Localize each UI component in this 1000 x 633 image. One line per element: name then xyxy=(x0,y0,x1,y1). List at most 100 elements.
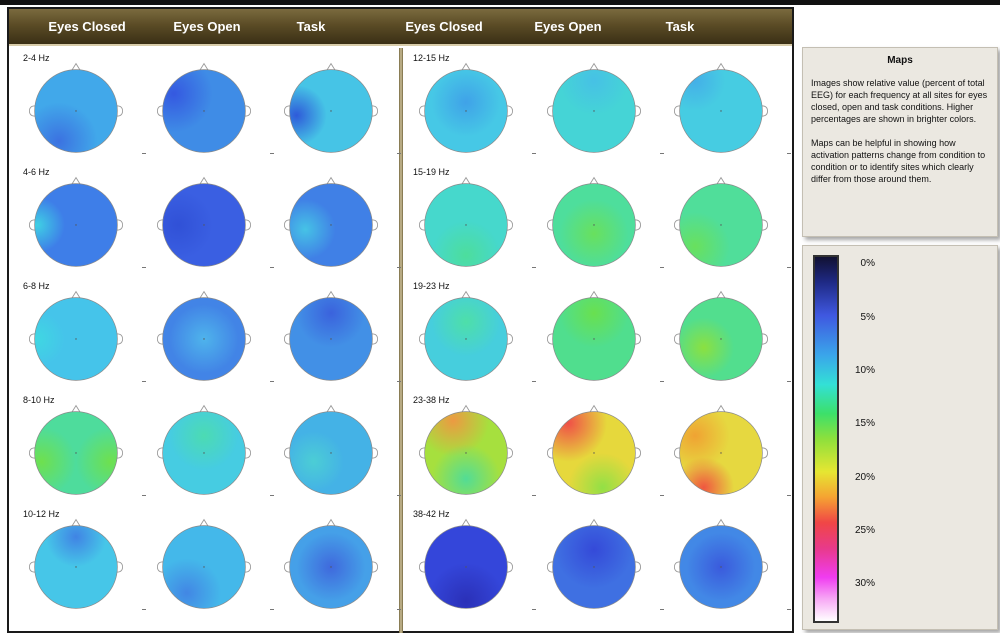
right-ear-mark xyxy=(116,447,123,459)
nose-mark xyxy=(589,176,599,185)
header-eyes-closed-right: Eyes Closed xyxy=(405,19,483,34)
nose-mark xyxy=(199,176,209,185)
center-dot xyxy=(75,452,77,454)
head-outline xyxy=(162,69,246,153)
nose-mark xyxy=(71,290,81,299)
head-outline xyxy=(424,411,508,495)
header-task-left: Task xyxy=(296,19,326,34)
left-ear-mark xyxy=(29,219,36,231)
left-ear-mark xyxy=(419,561,426,573)
map-cell xyxy=(659,167,791,279)
head-outline xyxy=(679,69,763,153)
left-ear-mark xyxy=(547,219,554,231)
header-eyes-open-left: Eyes Open xyxy=(173,19,241,34)
center-dot xyxy=(465,110,467,112)
cell-tick xyxy=(532,153,536,154)
head-outline xyxy=(34,297,118,381)
cell-tick xyxy=(397,267,401,268)
topographic-head-map xyxy=(157,404,251,495)
right-ear-mark xyxy=(116,333,123,345)
left-ear-mark xyxy=(674,447,681,459)
map-cell: 23-38 Hz xyxy=(404,395,536,507)
center-dot xyxy=(203,566,205,568)
topographic-head-map xyxy=(419,290,513,381)
head-outline xyxy=(552,525,636,609)
nose-mark xyxy=(199,62,209,71)
cell-tick xyxy=(787,609,791,610)
head-outline xyxy=(162,411,246,495)
map-cell: 38-42 Hz xyxy=(404,509,536,621)
map-cell xyxy=(269,395,401,507)
left-ear-mark xyxy=(674,561,681,573)
topographic-head-map xyxy=(29,404,123,495)
topographic-head-map xyxy=(547,176,641,267)
nose-mark xyxy=(716,290,726,299)
left-ear-mark xyxy=(284,333,291,345)
right-ear-mark xyxy=(506,333,513,345)
head-outline xyxy=(424,69,508,153)
right-ear-mark xyxy=(634,105,641,117)
topographic-head-map xyxy=(157,518,251,609)
map-cell xyxy=(269,167,401,279)
center-dot xyxy=(593,224,595,226)
center-dot xyxy=(465,566,467,568)
cell-tick xyxy=(532,267,536,268)
right-ear-mark xyxy=(244,447,251,459)
cell-tick xyxy=(270,153,274,154)
topographic-head-map xyxy=(674,518,768,609)
nose-mark xyxy=(199,518,209,527)
map-cell xyxy=(142,53,274,165)
frequency-label: 4-6 Hz xyxy=(23,167,50,177)
nose-mark xyxy=(461,518,471,527)
frequency-label: 8-10 Hz xyxy=(23,395,55,405)
right-ear-mark xyxy=(506,447,513,459)
topographic-head-map xyxy=(419,176,513,267)
center-dot xyxy=(593,566,595,568)
right-ear-mark xyxy=(761,105,768,117)
topographic-head-map xyxy=(547,290,641,381)
center-dot xyxy=(203,338,205,340)
nose-mark xyxy=(71,176,81,185)
center-dot xyxy=(330,566,332,568)
center-dot xyxy=(720,566,722,568)
left-ear-mark xyxy=(674,105,681,117)
nose-mark xyxy=(589,62,599,71)
nose-mark xyxy=(199,404,209,413)
map-cell: 2-4 Hz xyxy=(14,53,146,165)
left-ear-mark xyxy=(674,333,681,345)
center-dot xyxy=(75,224,77,226)
center-dot xyxy=(593,338,595,340)
color-scale-legend: 0% 5% 10% 15% 20% 25% 30% xyxy=(802,245,998,630)
frequency-label: 12-15 Hz xyxy=(413,53,450,63)
left-ear-mark xyxy=(284,219,291,231)
center-dot xyxy=(203,452,205,454)
map-cell xyxy=(659,395,791,507)
center-dot xyxy=(720,338,722,340)
color-scale-bar xyxy=(813,255,839,623)
header-eyes-closed-left: Eyes Closed xyxy=(48,19,126,34)
topographic-head-map xyxy=(674,404,768,495)
left-ear-mark xyxy=(547,333,554,345)
map-cell xyxy=(142,509,274,621)
map-cell: 4-6 Hz xyxy=(14,167,146,279)
head-outline xyxy=(289,69,373,153)
topographic-head-map xyxy=(29,290,123,381)
nose-mark xyxy=(716,62,726,71)
scale-label-15: 15% xyxy=(854,418,875,429)
info-paragraph-1: Images show relative value (percent of t… xyxy=(811,78,988,124)
frequency-label: 38-42 Hz xyxy=(413,509,450,519)
cell-tick xyxy=(532,495,536,496)
cell-tick xyxy=(532,609,536,610)
header-eyes-open-right: Eyes Open xyxy=(534,19,602,34)
center-dot xyxy=(330,110,332,112)
left-ear-mark xyxy=(157,219,164,231)
right-ear-mark xyxy=(244,219,251,231)
head-outline xyxy=(162,297,246,381)
left-ear-mark xyxy=(29,561,36,573)
cell-tick xyxy=(142,495,146,496)
right-ear-mark xyxy=(371,561,378,573)
nose-mark xyxy=(461,404,471,413)
map-cell: 12-15 Hz xyxy=(404,53,536,165)
left-ear-mark xyxy=(29,447,36,459)
